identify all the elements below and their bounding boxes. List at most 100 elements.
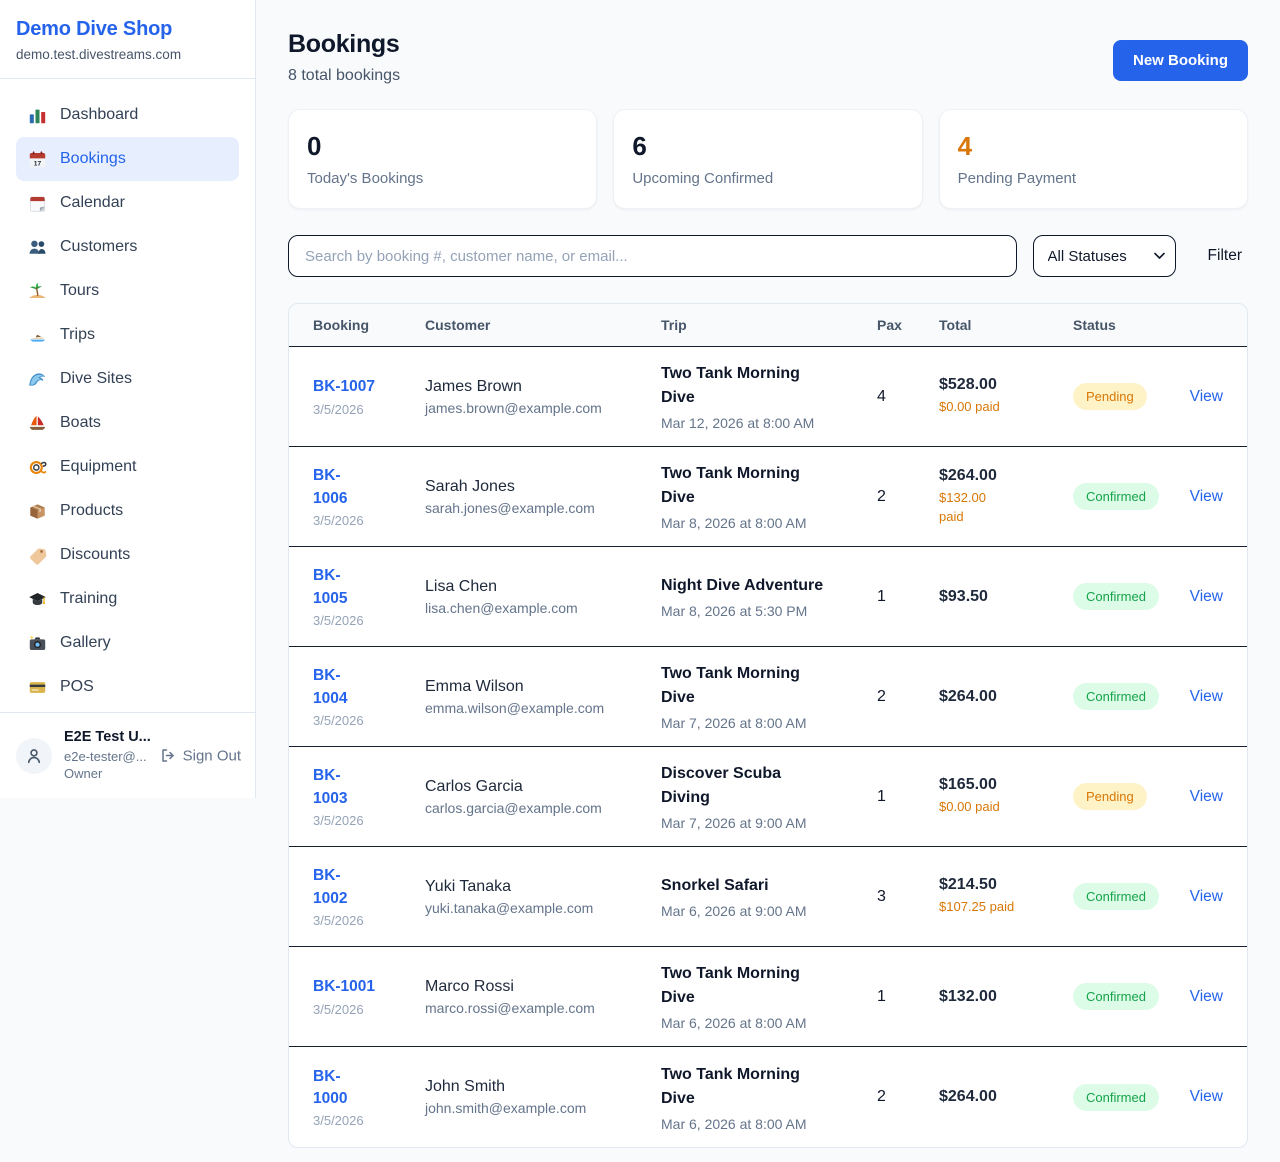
booking-id-link[interactable]: BK- 1005 bbox=[313, 567, 348, 607]
sidebar-item-products[interactable]: Products bbox=[16, 489, 239, 533]
search-input[interactable] bbox=[288, 235, 1017, 277]
booking-id-link[interactable]: BK-1007 bbox=[313, 378, 376, 396]
table-row: BK- 1004 3/5/2026 Emma Wilson emma.wilso… bbox=[289, 647, 1247, 747]
customer-email: emma.wilson@example.com bbox=[425, 699, 605, 716]
view-link[interactable]: View bbox=[1189, 987, 1223, 1005]
table-row: BK-1007 3/5/2026 James Brown james.brown… bbox=[289, 347, 1247, 447]
trip-datetime: Mar 6, 2026 at 8:00 AM bbox=[661, 1115, 807, 1132]
trip-cell: Two Tank Morning Dive Mar 7, 2026 at 8:0… bbox=[661, 662, 877, 731]
trip-cell: Two Tank Morning Dive Mar 6, 2026 at 8:0… bbox=[661, 962, 877, 1031]
sidebar-item-discounts[interactable]: Discounts bbox=[16, 533, 239, 577]
booking-date: 3/5/2026 bbox=[313, 512, 364, 528]
sidebar-item-bookings[interactable]: 17 Bookings bbox=[16, 137, 239, 181]
trip-datetime: Mar 6, 2026 at 9:00 AM bbox=[661, 903, 807, 919]
sidebar-item-label: Tours bbox=[60, 282, 100, 299]
status-badge: Confirmed bbox=[1073, 983, 1159, 1010]
trip-datetime: Mar 7, 2026 at 9:00 AM bbox=[661, 815, 807, 831]
customer-email: john.smith@example.com bbox=[425, 1100, 587, 1116]
booking-id-link[interactable]: BK- 1002 bbox=[313, 867, 348, 907]
booking-id-link[interactable]: BK- 1006 bbox=[313, 467, 348, 507]
controls-row: All Statuses Filter bbox=[288, 235, 1248, 277]
sidebar-item-label: Trips bbox=[60, 326, 95, 343]
stat-label: Upcoming Confirmed bbox=[632, 170, 774, 187]
view-cell: View bbox=[1185, 588, 1223, 606]
sidebar-item-dashboard[interactable]: Dashboard bbox=[16, 93, 239, 137]
status-cell: Confirmed bbox=[1073, 683, 1185, 710]
view-link[interactable]: View bbox=[1189, 587, 1223, 605]
page-title: Bookings bbox=[288, 30, 400, 58]
table-row: BK- 1006 3/5/2026 Sarah Jones sarah.jone… bbox=[289, 447, 1247, 547]
total-cell: $264.00 $132.00 paid bbox=[939, 467, 1073, 527]
status-filter-select[interactable]: All Statuses bbox=[1032, 235, 1176, 277]
view-link[interactable]: View bbox=[1189, 487, 1223, 505]
sign-out-button[interactable]: Sign Out bbox=[160, 747, 241, 764]
sidebar-item-calendar[interactable]: Calendar bbox=[16, 181, 239, 225]
booking-id-link[interactable]: BK-1001 bbox=[313, 978, 376, 996]
total-amount: $264.00 bbox=[939, 1088, 997, 1105]
sidebar-item-label: Dive Sites bbox=[60, 370, 133, 387]
total-cell: $93.50 bbox=[939, 588, 1073, 606]
new-booking-button[interactable]: New Booking bbox=[1112, 40, 1248, 81]
sidebar-item-label: Gallery bbox=[60, 634, 111, 651]
customer-cell: James Brown james.brown@example.com bbox=[425, 378, 661, 416]
view-link[interactable]: View bbox=[1189, 387, 1223, 405]
sidebar-item-equipment[interactable]: Equipment bbox=[16, 445, 239, 489]
trip-cell: Night Dive Adventure Mar 8, 2026 at 5:30… bbox=[661, 574, 877, 619]
pax-count: 1 bbox=[877, 987, 886, 1005]
trip-cell: Two Tank Morning Dive Mar 6, 2026 at 8:0… bbox=[661, 1063, 877, 1132]
view-link[interactable]: View bbox=[1189, 1088, 1223, 1105]
table-header: Booking Customer Trip Pax Total Status bbox=[289, 304, 1247, 347]
sidebar-item-dive-sites[interactable]: Dive Sites bbox=[16, 357, 239, 401]
total-cell: $264.00 bbox=[939, 1088, 1073, 1106]
sidebar-item-gallery[interactable]: Gallery bbox=[16, 621, 239, 665]
sidebar-item-customers[interactable]: Customers bbox=[16, 225, 239, 269]
paid-amount: $132.00 paid bbox=[939, 489, 986, 524]
booking-id-link[interactable]: BK- 1004 bbox=[313, 667, 348, 707]
stat-card-today-s-bookings: 0 Today's Bookings bbox=[288, 109, 598, 209]
view-link[interactable]: View bbox=[1189, 687, 1223, 705]
sidebar-item-label: POS bbox=[60, 678, 94, 695]
trip-datetime: Mar 6, 2026 at 8:00 AM bbox=[661, 1015, 807, 1031]
trip-cell: Two Tank Morning Dive Mar 8, 2026 at 8:0… bbox=[661, 462, 877, 531]
booking-date: 3/5/2026 bbox=[313, 812, 364, 828]
customer-email: lisa.chen@example.com bbox=[425, 599, 578, 616]
pax-count: 2 bbox=[877, 687, 886, 705]
total-amount: $93.50 bbox=[939, 587, 988, 605]
sidebar-item-pos[interactable]: POS bbox=[16, 665, 239, 709]
sidebar-item-boats[interactable]: Boats bbox=[16, 401, 239, 445]
paid-amount: $0.00 paid bbox=[939, 399, 1000, 415]
view-cell: View bbox=[1185, 688, 1223, 706]
total-amount: $165.00 bbox=[939, 776, 997, 794]
trip-datetime: Mar 12, 2026 at 8:00 AM bbox=[661, 415, 815, 431]
sidebar-item-label: Bookings bbox=[60, 150, 126, 167]
stat-value: 4 bbox=[957, 131, 973, 161]
sidebar-item-trips[interactable]: Trips bbox=[16, 313, 239, 357]
bar-chart-icon bbox=[28, 106, 47, 125]
stat-card-upcoming-confirmed: 6 Upcoming Confirmed bbox=[613, 109, 923, 209]
view-link[interactable]: View bbox=[1189, 887, 1223, 905]
total-amount: $214.50 bbox=[939, 876, 997, 894]
customer-name: Yuki Tanaka bbox=[425, 877, 511, 895]
table-row: BK- 1005 3/5/2026 Lisa Chen lisa.chen@ex… bbox=[289, 547, 1247, 647]
total-amount: $528.00 bbox=[939, 376, 997, 394]
pax-count: 1 bbox=[877, 787, 886, 805]
sidebar-item-label: Customers bbox=[60, 238, 138, 255]
status-badge: Confirmed bbox=[1073, 583, 1159, 610]
trip-name: Night Dive Adventure bbox=[661, 577, 824, 594]
booking-id-link[interactable]: BK- 1003 bbox=[313, 767, 348, 807]
title-block: Bookings 8 total bookings bbox=[288, 30, 400, 85]
user-email: e2e-tester@... bbox=[64, 748, 147, 764]
sidebar-item-training[interactable]: Training bbox=[16, 577, 239, 621]
customer-cell: Carlos Garcia carlos.garcia@example.com bbox=[425, 778, 661, 816]
view-link[interactable]: View bbox=[1189, 787, 1223, 805]
sidebar-item-label: Equipment bbox=[60, 458, 137, 475]
customer-name: Sarah Jones bbox=[425, 477, 515, 495]
total-cell: $528.00 $0.00 paid bbox=[939, 376, 1073, 417]
table-row: BK- 1003 3/5/2026 Carlos Garcia carlos.g… bbox=[289, 747, 1247, 847]
customer-cell: Yuki Tanaka yuki.tanaka@example.com bbox=[425, 878, 661, 916]
table-body: BK-1007 3/5/2026 James Brown james.brown… bbox=[289, 347, 1247, 1147]
booking-id-link[interactable]: BK- 1000 bbox=[313, 1067, 348, 1107]
customer-name: Carlos Garcia bbox=[425, 777, 523, 795]
sidebar-item-tours[interactable]: Tours bbox=[16, 269, 239, 313]
